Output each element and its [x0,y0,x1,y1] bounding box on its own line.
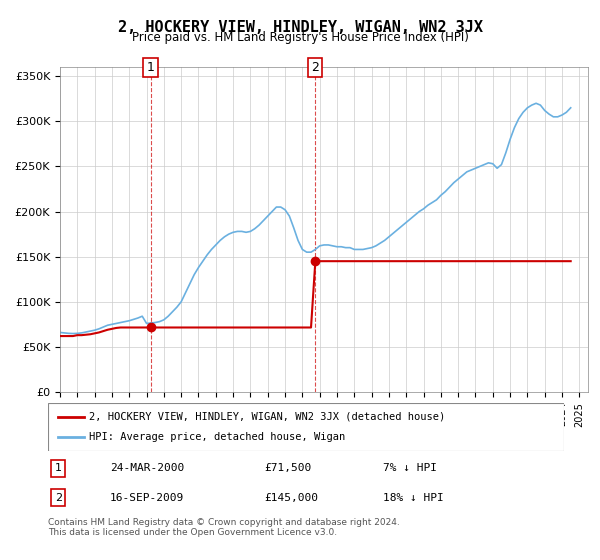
Text: 2: 2 [55,493,62,503]
Text: 2: 2 [311,60,319,74]
FancyBboxPatch shape [48,403,564,451]
Text: 1: 1 [146,60,154,74]
Text: 1: 1 [55,463,62,473]
Text: 18% ↓ HPI: 18% ↓ HPI [383,493,444,503]
Text: 16-SEP-2009: 16-SEP-2009 [110,493,184,503]
Text: 2, HOCKERY VIEW, HINDLEY, WIGAN, WN2 3JX (detached house): 2, HOCKERY VIEW, HINDLEY, WIGAN, WN2 3JX… [89,412,446,422]
Text: £145,000: £145,000 [265,493,319,503]
Text: £71,500: £71,500 [265,463,312,473]
Text: 7% ↓ HPI: 7% ↓ HPI [383,463,437,473]
Text: Contains HM Land Registry data © Crown copyright and database right 2024.
This d: Contains HM Land Registry data © Crown c… [48,518,400,538]
Text: 2, HOCKERY VIEW, HINDLEY, WIGAN, WN2 3JX: 2, HOCKERY VIEW, HINDLEY, WIGAN, WN2 3JX [118,20,482,35]
Text: Price paid vs. HM Land Registry's House Price Index (HPI): Price paid vs. HM Land Registry's House … [131,31,469,44]
Text: HPI: Average price, detached house, Wigan: HPI: Average price, detached house, Wiga… [89,432,346,442]
Text: 24-MAR-2000: 24-MAR-2000 [110,463,184,473]
